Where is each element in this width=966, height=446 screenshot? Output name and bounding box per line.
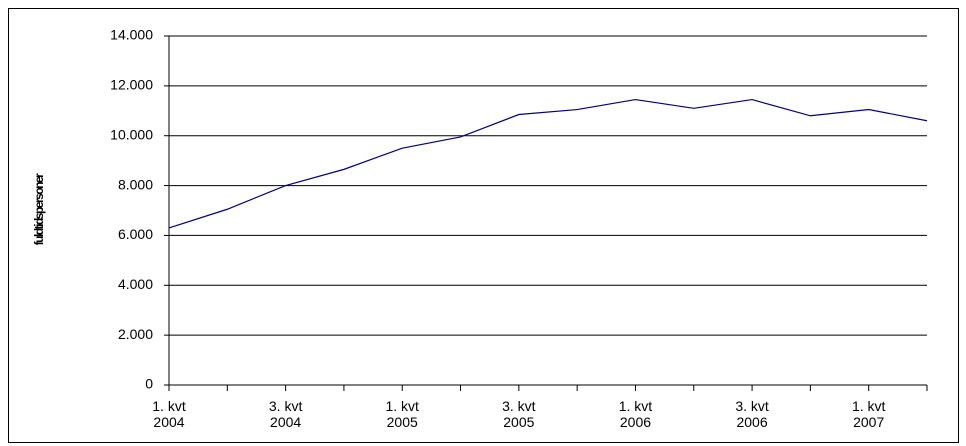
y-tick-label: 12.000 — [110, 77, 153, 93]
x-tick-label: 1. kvt 2006 — [618, 398, 653, 430]
y-tick-label: 14.000 — [110, 27, 153, 43]
x-tick-label: 3. kvt 2005 — [502, 398, 536, 430]
chart-border — [8, 8, 959, 443]
x-tick-label: 1. kvt 2004 — [152, 398, 186, 430]
y-axis-label: fuldtidspersoner — [32, 173, 46, 246]
data-line — [168, 98, 928, 229]
x-tick-label: 3. kvt 2004 — [268, 398, 303, 430]
x-tick-label: 1. kvt 2007 — [851, 398, 886, 430]
x-tick-label: 1. kvt 2005 — [385, 398, 419, 430]
y-tick-label: 8.000 — [118, 176, 153, 192]
y-tick-label: 10.000 — [110, 126, 153, 142]
y-tick-label: 4.000 — [118, 276, 153, 292]
y-tick-label: 6.000 — [118, 226, 153, 242]
y-tick-label: 0 — [145, 376, 153, 392]
y-tick-label: 2.000 — [118, 326, 153, 342]
x-tick-label: 3. kvt 2006 — [735, 398, 769, 430]
